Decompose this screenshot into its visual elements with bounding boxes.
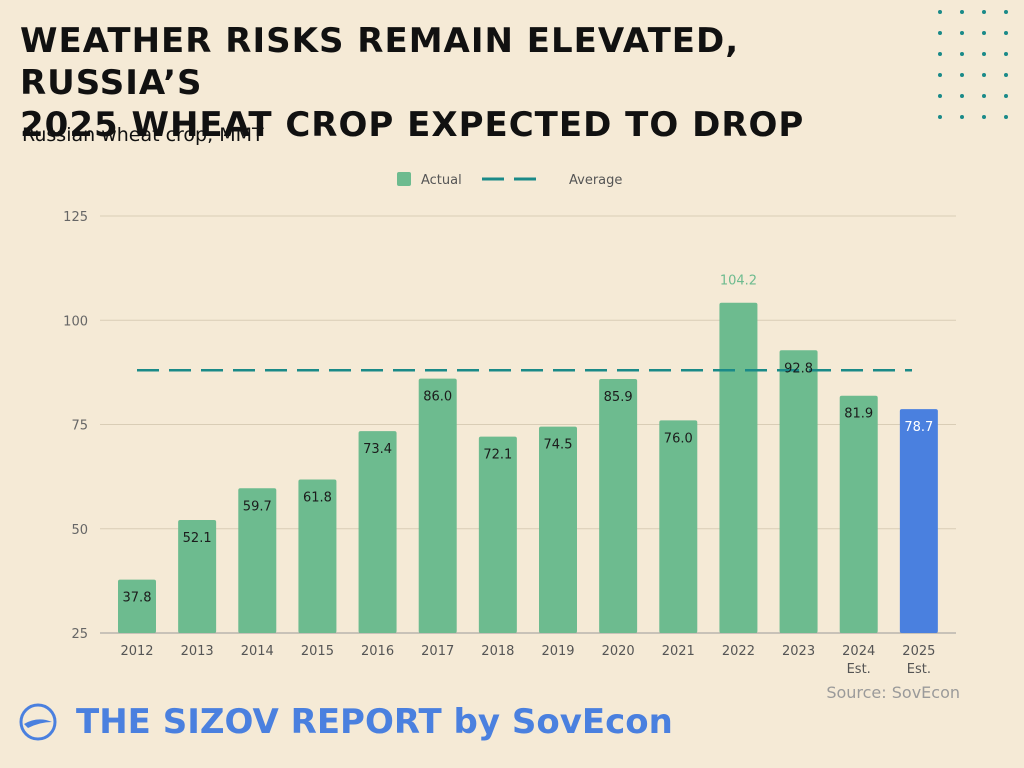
data-label: 86.0 [423,390,452,405]
x-tick-label: 2019 [541,644,574,659]
decorative-dot [982,94,986,98]
source-note: Source: SovEcon [826,683,960,702]
decorative-dot [938,94,942,98]
decorative-dot [1004,10,1008,14]
sovecon-logo-icon [19,703,57,741]
decorative-dot [938,52,942,56]
decorative-dot [982,115,986,119]
decorative-dot [938,73,942,77]
data-label: 73.4 [363,442,392,457]
bar-2013 [178,519,217,633]
y-tick-label: 50 [71,523,88,538]
decorative-dot [982,31,986,35]
x-tick-label: 2017 [421,644,454,659]
title-line-1: WEATHER RISKS REMAIN ELEVATED, RUSSIA’S [20,21,740,103]
legend-label-average: Average [569,173,622,188]
data-label: 76.0 [664,431,693,446]
bar-2014 [238,488,277,633]
y-tick-label: 100 [63,314,88,329]
decorative-dot [982,73,986,77]
data-label: 92.8 [784,361,813,376]
decorative-dot [938,31,942,35]
decorative-dot [960,10,964,14]
decorative-dot [1004,94,1008,98]
decorative-dot [960,115,964,119]
decorative-dot [1004,73,1008,77]
legend: Actual Average [397,172,622,188]
legend-label-actual: Actual [421,173,462,188]
x-tick-label: 2022 [722,644,755,659]
data-labels: 37.8 52.1 59.7 61.8 73.4 86.0 72.1 74.5 85.9 76.0… [123,274,934,606]
data-label: 61.8 [303,491,332,506]
x-tick-label: 2018 [481,644,514,659]
bar-2022 [719,302,758,633]
decorative-dot [982,52,986,56]
x-tick-label: 2012 [120,644,153,659]
legend-swatch-actual [397,172,411,186]
x-tick-label: 2014 [241,644,274,659]
x-tick-label: 2015 [301,644,334,659]
data-label: 85.9 [604,390,633,405]
x-tick-label: 2013 [181,644,214,659]
x-tick-label: 2021 [662,644,695,659]
title-line-2: 2025 WHEAT CROP EXPECTED TO DROP [20,105,805,145]
decorative-dot [938,115,942,119]
brand-footer: THE SIZOV REPORT by SovEcon [18,702,673,742]
data-label: 104.2 [720,274,757,289]
x-tick-label: 2025 [902,644,935,659]
x-tick-label: Est. [847,662,871,677]
bar-2023 [779,350,818,633]
chart-title: WEATHER RISKS REMAIN ELEVATED, RUSSIA’S … [20,20,920,146]
bar-2015 [298,479,337,633]
data-label: 59.7 [243,499,272,514]
decorative-dot [960,94,964,98]
bar-2024 [839,395,878,633]
decorative-dot [960,73,964,77]
x-tick-label: 2024 [842,644,875,659]
data-label: 78.7 [904,420,933,435]
bar-2019 [539,426,577,633]
data-label: 81.9 [844,407,873,422]
data-label: 74.5 [544,438,573,453]
decorative-dot [1004,31,1008,35]
x-tick-label: 2020 [602,644,635,659]
x-tick-label: 2023 [782,644,815,659]
data-label: 37.8 [123,591,152,606]
data-label: 52.1 [183,531,212,546]
bar-2016 [358,431,397,633]
x-tick-label: 2016 [361,644,394,659]
y-tick-label: 25 [71,627,88,642]
decorative-dot [982,10,986,14]
decorative-dot [960,52,964,56]
data-label: 72.1 [483,448,512,463]
y-axis: 25 50 75 100 125 [63,210,88,642]
bar-2021 [659,420,698,633]
decorative-dot [1004,52,1008,56]
decorative-dot [1004,115,1008,119]
gridlines [100,215,956,634]
bar-2018 [478,436,517,633]
bar-2020 [599,379,638,633]
brand-title: THE SIZOV REPORT by SovEcon [76,702,673,742]
bar-2025 [899,409,938,633]
x-tick-label: Est. [907,662,931,677]
decorative-dot [938,10,942,14]
x-axis: 2012 2013 2014 2015 2016 2017 2018 2019 2020 2021… [120,644,935,677]
chart-subtitle: Russian wheat crop, MMT [22,124,264,146]
bar-2012 [118,579,156,633]
bars [118,302,938,633]
y-tick-label: 75 [71,419,88,434]
y-tick-label: 125 [63,210,88,225]
bar-2017 [418,378,457,633]
decorative-dot [960,31,964,35]
